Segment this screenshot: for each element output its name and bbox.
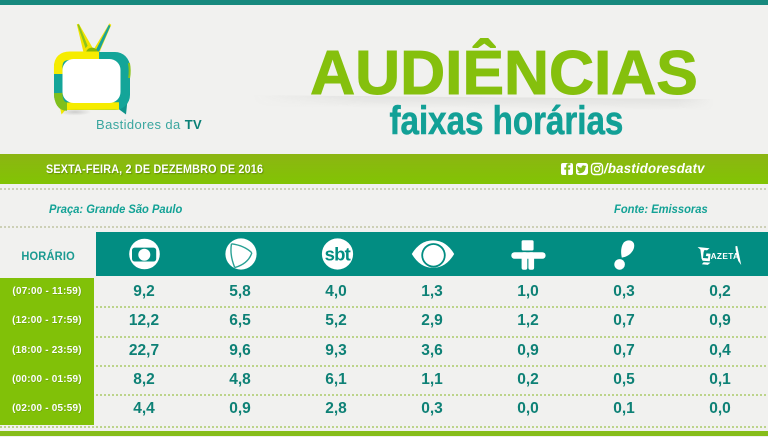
svg-text:AZETA: AZETA [711,251,740,261]
svg-text:sbt: sbt [325,244,351,265]
